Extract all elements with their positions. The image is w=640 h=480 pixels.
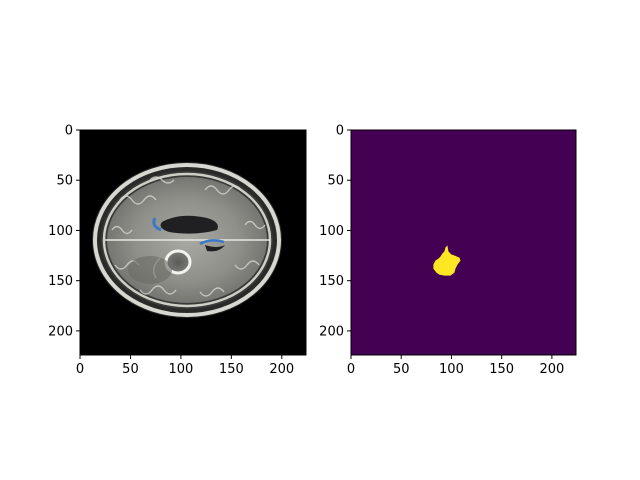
mask-panel: 0 50 100 150 200 0 50 100 150 200 [319,124,577,377]
mri-x-axis: 0 50 100 150 200 [76,355,294,377]
mask-x-tick-label: 200 [539,362,564,377]
segmentation-mask-region [433,245,461,276]
mask-background [351,130,576,355]
mask-y-axis: 0 50 100 150 200 [319,124,351,339]
mask-y-tick-label: 150 [319,274,344,289]
brain-mri-image [92,162,282,318]
mri-y-axis: 0 50 100 150 200 [48,124,80,339]
mri-x-tick-label: 0 [76,362,84,377]
mask-y-tick-label: 100 [319,224,344,239]
mask-y-tick-label: 200 [319,324,344,339]
mask-y-tick-label: 50 [327,174,344,189]
mri-x-tick-label: 50 [122,362,139,377]
mri-x-tick-label: 200 [269,362,294,377]
mri-y-tick-label: 0 [65,124,73,139]
mri-x-tick-label: 150 [219,362,244,377]
mri-x-tick-label: 100 [168,362,193,377]
mri-y-tick-label: 50 [56,174,73,189]
mri-y-tick-label: 150 [48,274,73,289]
mask-x-tick-label: 50 [393,362,410,377]
mask-x-tick-label: 150 [489,362,514,377]
mri-panel: 0 50 100 150 200 0 50 100 150 200 [48,124,307,377]
mri-y-tick-label: 100 [48,224,73,239]
mask-x-tick-label: 0 [347,362,355,377]
mask-axes-frame [350,129,577,356]
mask-y-tick-label: 0 [336,124,344,139]
mri-axes-frame [79,129,307,356]
mri-y-tick-label: 200 [48,324,73,339]
mask-x-tick-label: 100 [439,362,464,377]
mask-x-axis: 0 50 100 150 200 [347,355,564,377]
